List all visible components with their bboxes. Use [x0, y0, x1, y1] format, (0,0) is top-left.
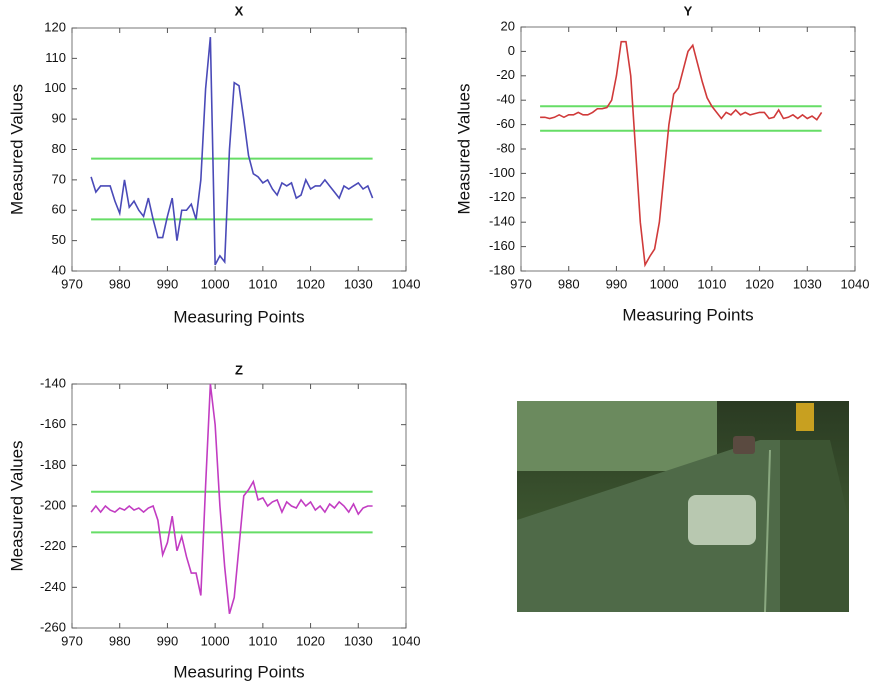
data-line — [90, 37, 374, 266]
x-tick-label: 1010 — [697, 276, 726, 291]
y-tick-label: -120 — [489, 189, 515, 204]
x-tick-label: 970 — [61, 633, 83, 648]
x-tick-label: 1040 — [392, 633, 421, 648]
y-tick-label: 90 — [52, 111, 66, 126]
y-tick-label: -160 — [40, 416, 66, 431]
plot-frame — [71, 27, 407, 272]
y-tick-label: -180 — [40, 457, 66, 472]
y-tick-label: 110 — [45, 50, 66, 65]
camera-photo — [517, 401, 849, 613]
y-tick-label: -80 — [496, 140, 515, 155]
y-tick-label: -200 — [40, 497, 66, 512]
x-axis-label: Measuring Points — [622, 305, 753, 324]
x-tick-label: 1000 — [650, 276, 679, 291]
x-tick-label: 1010 — [248, 633, 277, 648]
x-axis-label: Measuring Points — [173, 307, 304, 326]
data-line — [90, 383, 373, 614]
x-tick-label: 980 — [109, 633, 131, 648]
x-tick-label: 1010 — [248, 276, 277, 291]
y-tick-label: -40 — [496, 92, 515, 107]
y-tick-label: 120 — [44, 19, 66, 34]
y-axis-label: Measured Values — [7, 84, 26, 215]
y-tick-label: -220 — [40, 538, 66, 553]
y-tick-label: 80 — [52, 141, 66, 156]
plot-frame — [520, 26, 856, 272]
x-tick-label: 1030 — [344, 276, 373, 291]
x-tick-label: 970 — [510, 276, 532, 291]
y-tick-label: 50 — [52, 232, 66, 247]
y-axis-label: Measured Values — [7, 440, 26, 571]
chart: Z Measuring Points Measured Values -260 -240… — [7, 362, 420, 681]
y-tick-label: 0 — [508, 43, 515, 58]
y-tick-label: -140 — [489, 214, 515, 229]
y-tick-label: -60 — [496, 116, 515, 131]
x-tick-label: 980 — [558, 276, 580, 291]
chart-title: Z — [235, 362, 243, 377]
y-tick-label: 70 — [52, 171, 66, 186]
chart: X Measuring Points Measured Values 40 50 60 70… — [7, 3, 420, 326]
y-tick-label: -180 — [489, 262, 515, 277]
y-tick-label: -20 — [496, 67, 515, 82]
y-tick-label: -140 — [40, 375, 66, 390]
x-tick-label: 1000 — [201, 633, 230, 648]
x-tick-label: 1020 — [296, 633, 325, 648]
y-tick-label: 20 — [501, 18, 515, 33]
x-tick-label: 1040 — [841, 276, 870, 291]
x-tick-label: 990 — [157, 633, 179, 648]
x-tick-label: 1020 — [745, 276, 774, 291]
x-tick-label: 1040 — [392, 276, 421, 291]
x-tick-label: 990 — [157, 276, 179, 291]
plot-frame — [71, 383, 407, 629]
x-axis-label: Measuring Points — [173, 662, 304, 681]
y-tick-label: -100 — [489, 165, 515, 180]
x-tick-label: 1030 — [793, 276, 822, 291]
chart-title: Y — [684, 3, 693, 18]
x-tick-label: 1030 — [344, 633, 373, 648]
chart: Y Measuring Points Measured Values -180 -160… — [454, 3, 869, 324]
chart-title: X — [235, 3, 244, 18]
y-tick-label: -240 — [40, 579, 66, 594]
x-tick-label: 990 — [606, 276, 628, 291]
y-tick-label: -160 — [489, 238, 515, 253]
y-tick-label: 60 — [52, 202, 66, 217]
y-axis-label: Measured Values — [454, 83, 473, 214]
x-tick-label: 970 — [61, 276, 83, 291]
x-tick-label: 1020 — [296, 276, 325, 291]
data-line — [540, 40, 823, 268]
y-tick-label: -260 — [40, 619, 66, 634]
x-tick-label: 980 — [109, 276, 131, 291]
x-tick-label: 1000 — [201, 276, 230, 291]
y-tick-label: 40 — [52, 262, 66, 277]
y-tick-label: 100 — [44, 80, 66, 95]
